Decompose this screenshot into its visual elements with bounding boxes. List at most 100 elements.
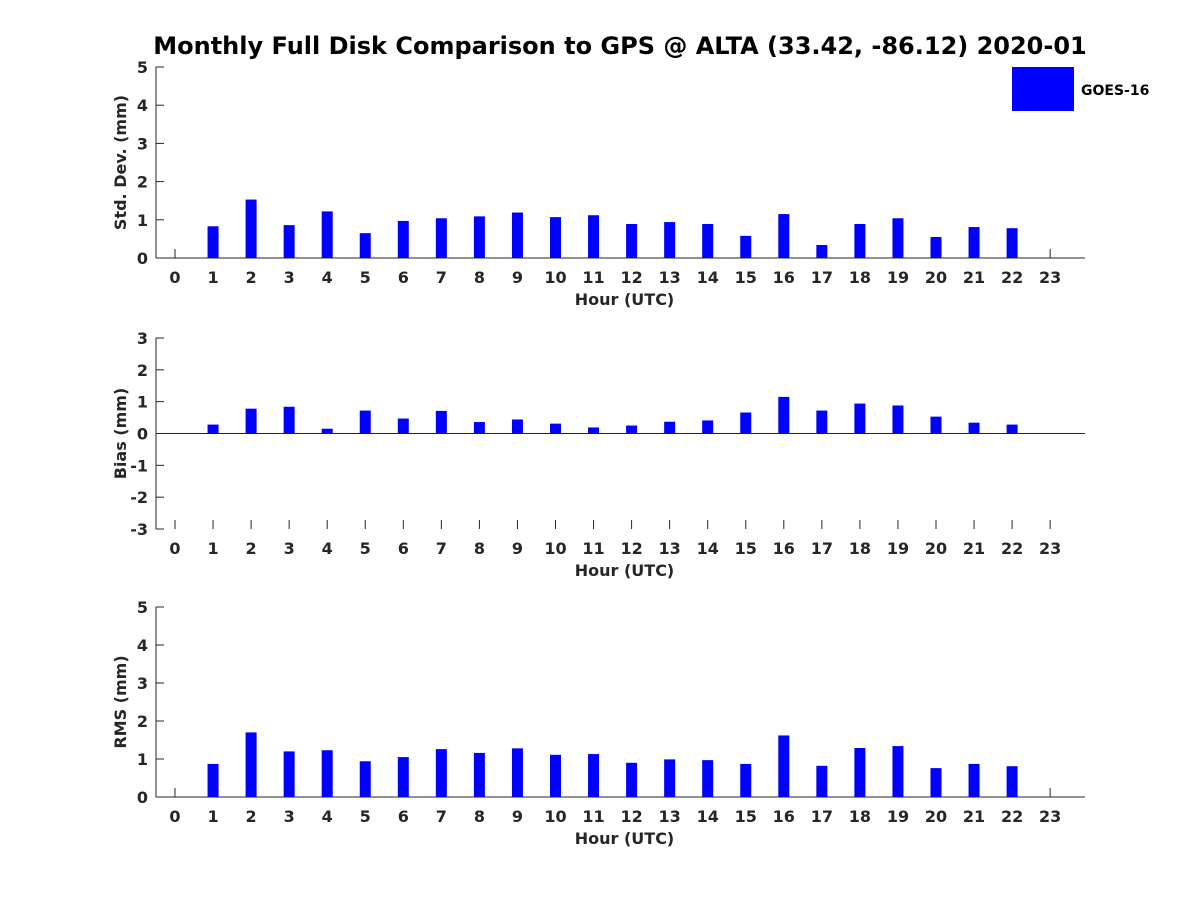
x-tick-label: 0 (169, 539, 180, 558)
bar-hour-16 (778, 735, 790, 797)
bar-hour-5 (359, 410, 371, 434)
bar-hour-20 (930, 236, 942, 258)
chart-title: Monthly Full Disk Comparison to GPS @ AL… (153, 32, 1087, 60)
x-tick-label: 17 (811, 268, 833, 287)
bar-hour-2 (245, 408, 257, 434)
x-tick-label: 7 (436, 268, 447, 287)
x-tick-label: 11 (582, 807, 604, 826)
bar-hour-6 (397, 418, 409, 434)
y-tick-label: 0 (137, 249, 148, 268)
x-tick-label: 10 (544, 539, 566, 558)
bar-hour-18 (854, 224, 866, 258)
x-tick-label: 13 (659, 539, 681, 558)
bar-hour-16 (778, 214, 790, 258)
x-tick-label: 1 (207, 268, 218, 287)
x-tick-label: 19 (887, 539, 909, 558)
x-tick-label: 7 (436, 807, 447, 826)
x-tick-label: 18 (849, 268, 871, 287)
x-tick-label: 9 (512, 539, 523, 558)
bar-hour-8 (473, 422, 485, 434)
x-tick-label: 5 (360, 807, 371, 826)
y-tick-label: -3 (130, 520, 148, 539)
bar-hour-17 (816, 245, 828, 258)
x-tick-label: 14 (697, 807, 719, 826)
x-tick-label: 9 (512, 268, 523, 287)
x-tick-label: 8 (474, 268, 485, 287)
bar-hour-5 (359, 233, 371, 258)
y-tick-label: -1 (130, 456, 148, 475)
x-tick-label: 12 (620, 539, 642, 558)
x-tick-label: 9 (512, 807, 523, 826)
x-axis-label: Hour (UTC) (575, 829, 675, 848)
bar-hour-7 (435, 218, 447, 258)
y-tick-label: -2 (130, 488, 148, 507)
bar-hour-8 (473, 752, 485, 797)
bar-hour-22 (1006, 424, 1018, 434)
bar-hour-9 (511, 419, 523, 434)
bar-hour-8 (473, 216, 485, 258)
x-tick-label: 15 (735, 268, 757, 287)
x-tick-label: 12 (620, 268, 642, 287)
bar-hour-9 (511, 212, 523, 258)
x-tick-label: 5 (360, 539, 371, 558)
y-axis-label: RMS (mm) (111, 655, 130, 748)
bar-hour-1 (207, 763, 219, 797)
y-tick-label: 3 (137, 329, 148, 348)
bar-hour-7 (435, 410, 447, 434)
x-tick-label: 3 (284, 268, 295, 287)
x-tick-label: 8 (474, 807, 485, 826)
y-tick-label: 1 (137, 750, 148, 769)
x-tick-label: 13 (659, 807, 681, 826)
x-tick-label: 22 (1001, 807, 1023, 826)
bar-hour-9 (511, 748, 523, 797)
x-tick-label: 6 (398, 539, 409, 558)
bar-hour-18 (854, 747, 866, 797)
bar-hour-4 (321, 750, 333, 797)
x-tick-label: 10 (544, 268, 566, 287)
bar-hour-7 (435, 749, 447, 797)
x-axis-label: Hour (UTC) (575, 290, 675, 309)
bar-hour-13 (664, 222, 676, 258)
bar-hour-16 (778, 396, 790, 434)
x-tick-label: 18 (849, 539, 871, 558)
bar-hour-22 (1006, 766, 1018, 797)
x-tick-label: 0 (169, 268, 180, 287)
x-tick-label: 15 (735, 539, 757, 558)
x-axis-label: Hour (UTC) (575, 561, 675, 580)
bar-hour-18 (854, 403, 866, 434)
bar-hour-11 (588, 754, 600, 797)
x-tick-label: 18 (849, 807, 871, 826)
bar-hour-15 (740, 235, 752, 258)
y-tick-label: 2 (137, 712, 148, 731)
bar-hour-1 (207, 226, 219, 258)
bar-hour-5 (359, 761, 371, 797)
y-tick-label: 0 (137, 425, 148, 444)
bar-hour-2 (245, 199, 257, 258)
legend-label-goes-16: GOES-16 (1081, 83, 1149, 99)
x-tick-label: 13 (659, 268, 681, 287)
bar-hour-3 (283, 225, 295, 258)
x-tick-label: 1 (207, 807, 218, 826)
y-tick-label: 2 (137, 173, 148, 192)
x-tick-label: 20 (925, 807, 947, 826)
y-tick-label: 2 (137, 361, 148, 380)
x-tick-label: 5 (360, 268, 371, 287)
y-axis-label: Std. Dev. (mm) (111, 95, 130, 230)
bar-hour-10 (550, 423, 561, 434)
x-tick-label: 11 (582, 539, 604, 558)
bar-hour-21 (968, 763, 980, 797)
x-tick-label: 1 (207, 539, 218, 558)
bar-hour-11 (588, 215, 600, 258)
bar-hour-11 (588, 427, 600, 434)
bar-hour-10 (550, 217, 561, 258)
x-tick-label: 19 (887, 807, 909, 826)
x-tick-label: 17 (811, 807, 833, 826)
x-tick-label: 16 (773, 807, 795, 826)
x-tick-label: 10 (544, 807, 566, 826)
bar-hour-22 (1006, 228, 1018, 258)
bar-hour-14 (702, 224, 714, 258)
